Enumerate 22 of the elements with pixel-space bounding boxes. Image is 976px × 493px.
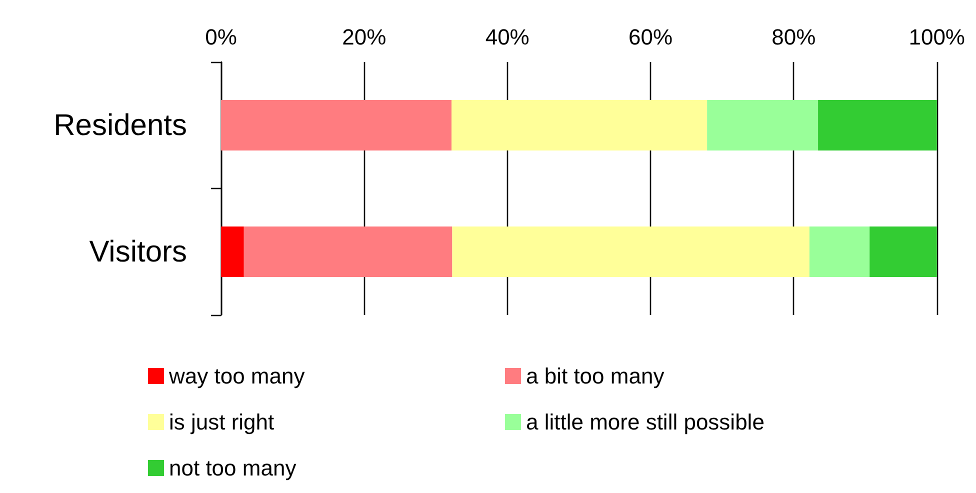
bar [818,100,937,151]
x-tick-label: 0% [205,24,237,50]
x-tick-label: 80% [772,24,816,50]
x-tick-label: 100% [908,24,966,50]
bar [221,100,452,151]
bar [221,226,244,278]
bar [870,226,937,278]
x-tick-label: 60% [628,24,673,50]
bar [452,100,708,151]
legend-label: not too many [169,456,296,480]
legend-label: a little more still possible [526,410,764,434]
legend-label: way too many [168,364,305,388]
bar [244,226,452,278]
y-tick-label: Visitors [89,235,187,268]
x-tick-label: 40% [485,24,530,50]
bar [809,226,870,278]
legend-label: is just right [169,410,274,434]
legend-label: a bit too many [526,364,664,388]
y-tick-label: Residents [54,108,187,142]
x-tick-label: 20% [342,24,386,50]
bar [452,226,810,278]
bar [707,100,818,151]
